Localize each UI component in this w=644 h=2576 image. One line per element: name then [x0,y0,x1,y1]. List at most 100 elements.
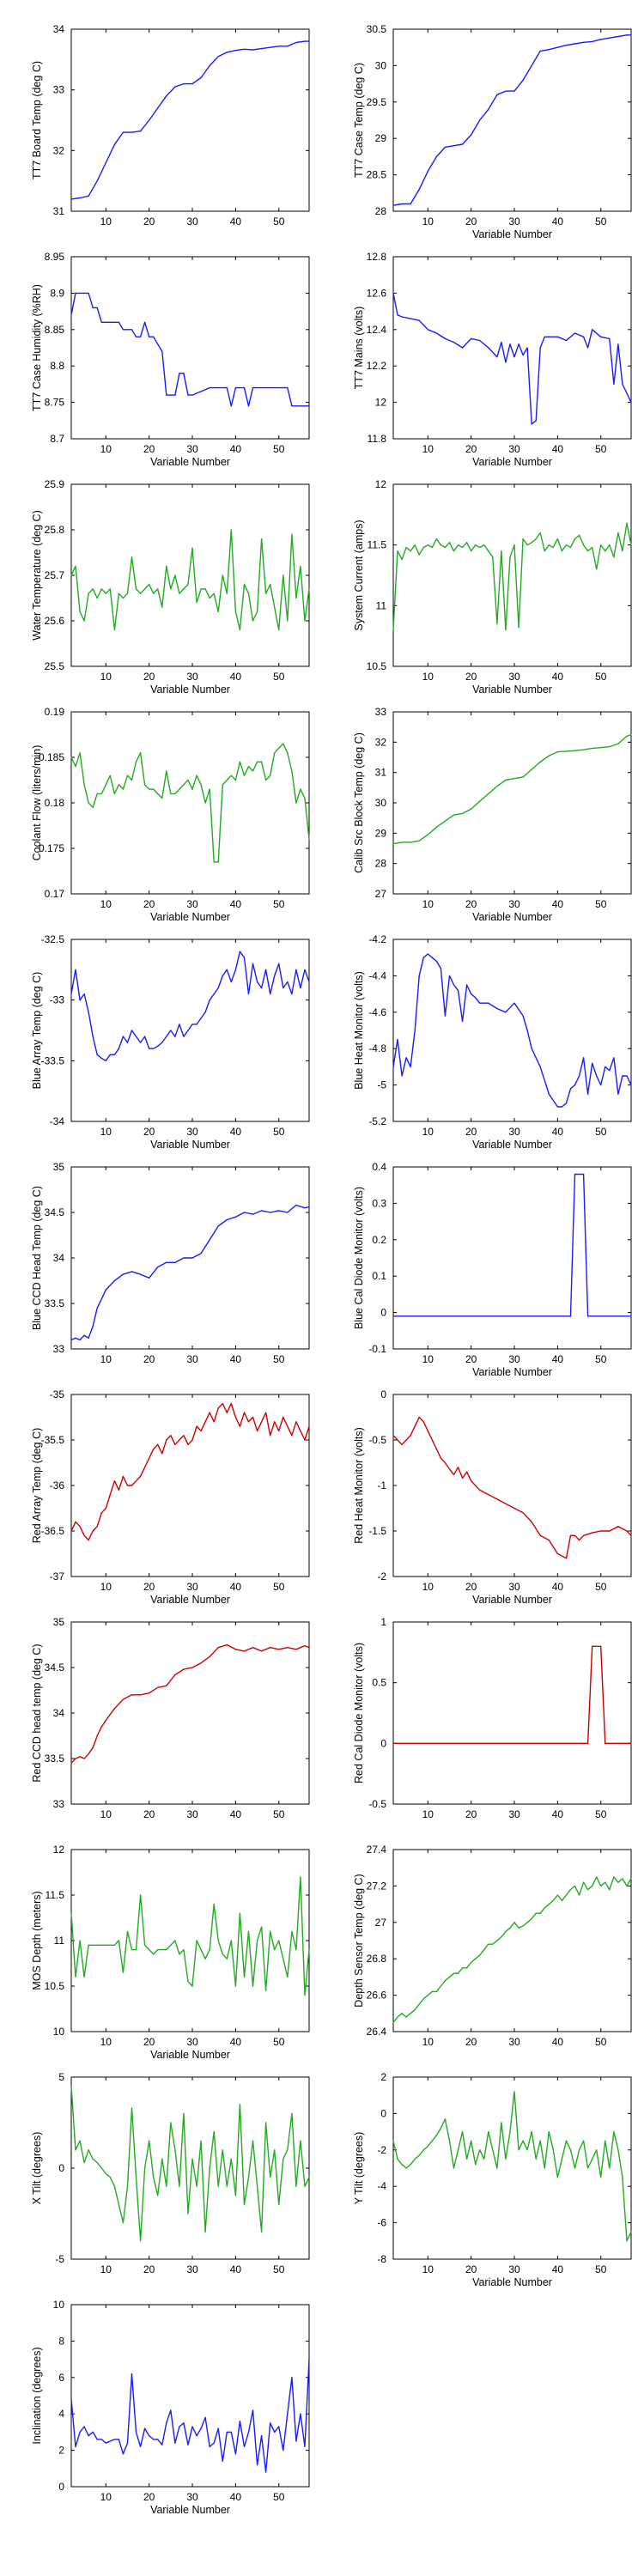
depth-sensor-temp-xtick-label: 40 [552,2036,564,2048]
y-tilt-data-point [492,2149,494,2151]
blue-heat-monitor-xtick-label: 50 [595,1126,607,1138]
blue-array-temp-data-point [213,993,215,995]
tt7-mains-data-point [410,318,411,319]
coolant-flow-xtick-label: 40 [230,898,242,910]
tt7-case-temp-data-point [565,45,568,46]
blue-array-temp-data-point [226,969,228,970]
red-heat-monitor-data-point [626,1530,628,1532]
red-array-temp-data-point [196,1425,197,1427]
coolant-flow-data-point [70,756,72,758]
water-temperature-data-point [300,565,301,567]
tt7-board-temp-svg: 10 20 30 40 50 31 32 33 34 TT7 Board Temp (deg C) [31,23,310,228]
mos-depth-data-point [191,1985,193,1987]
blue-heat-monitor-data-point [475,997,477,999]
red-cal-diode-monitor-data-point [600,1645,602,1647]
red-heat-monitor-data-point [414,1425,416,1427]
blue-heat-monitor-data-point [630,1084,632,1086]
water-temperature-data-point [222,574,223,576]
mos-depth-data-point [144,1944,146,1946]
system-current-data-point [435,538,437,540]
tt7-case-humidity-data-point [230,405,232,407]
red-heat-monitor-frame [392,1394,632,1577]
blue-ccd-head-temp-ytick-label: 35 [53,1161,65,1173]
blue-ccd-head-temp-svg: 10 20 30 40 50 33 33.5 34 34.5 35 Blue CCD Head Te… [31,1161,310,1365]
tt7-mains-data-point [574,332,576,334]
red-ccd-head-temp-data-point [100,1726,102,1728]
water-temperature-data-point [79,611,81,612]
system-current-ytick-label: 10.5 [367,660,387,672]
system-current-data-point [613,556,615,558]
mos-depth-data-point [274,1949,276,1951]
red-heat-monitor-xtick-label: 50 [595,1581,607,1593]
tt7-case-humidity-data-point [261,387,263,389]
coolant-flow-data-point [222,784,223,786]
tt7-mains-data-point [622,383,623,385]
tt7-case-humidity-xtick-label: 40 [230,443,242,455]
depth-sensor-temp-data-point [630,1878,632,1880]
blue-cal-diode-monitor-data-point [574,1173,576,1176]
tt7-board-temp-data-point [200,76,202,79]
tt7-case-humidity-data-point [191,394,193,396]
system-current-ytick-label: 12 [375,478,387,490]
coolant-flow-svg: 10 20 30 40 50 0.17 0.175 0.18 0.185 0.19 Coolant … [31,706,310,923]
blue-heat-monitor-data-point [479,1002,481,1004]
depth-sensor-temp-data-point [410,2013,411,2014]
red-array-temp-data-point [217,1407,219,1409]
coolant-flow-data-point [126,775,129,776]
tt7-board-temp-data-point [243,48,246,50]
coolant-flow-data-point [295,802,297,804]
red-ccd-head-temp-ytick-label: 33.5 [45,1753,65,1765]
blue-heat-monitor-data-point [522,1015,524,1017]
water-temperature-data-point [226,592,228,594]
red-array-temp-data-point [183,1435,185,1437]
tt7-case-temp-data-point [513,90,515,92]
blue-ccd-head-temp-xtick-label: 30 [186,1353,198,1365]
red-cal-diode-monitor-ytick-label: 0.5 [372,1677,386,1689]
inclination-data-point [265,2471,267,2473]
blue-ccd-head-temp-data-point [122,1273,125,1275]
red-ccd-head-temp-xtick-label: 10 [100,1808,112,1820]
calib-src-block-temp-data-point [479,800,481,802]
red-ccd-head-temp-data-point [92,1747,94,1748]
red-cal-diode-monitor-frame [392,1621,632,1805]
mos-depth-xtick-label: 30 [186,2036,198,2048]
y-tilt-data-point [569,2149,572,2151]
coolant-flow-data-point [113,793,115,794]
blue-array-temp-chart: 10 20 30 40 50 -34 -33.5 -33 -32.5 Blue Array Tem… [0,920,322,1151]
red-array-temp-data-point [135,1480,137,1482]
x-tilt-data-point [247,2177,250,2178]
calib-src-block-temp-ytick-label: 29 [375,827,387,839]
tt7-case-temp-ytick-label: 29 [375,132,387,144]
calib-src-block-temp-data-point [600,747,602,749]
inclination-data-point [274,2431,276,2433]
red-heat-monitor-ytick-label: 0 [380,1388,386,1400]
coolant-flow-data-point [118,784,119,786]
red-array-temp-data-point [234,1416,236,1419]
red-array-temp-data-point [96,1526,98,1528]
red-ccd-head-temp-data-point [191,1667,193,1668]
red-array-temp-data-point [118,1489,119,1491]
inclination-data-point [79,2431,81,2433]
water-temperature-frame [70,483,310,667]
red-ccd-head-temp-data-point [139,1694,142,1696]
inclination-data-point [139,2445,142,2447]
tt7-board-temp-data-point [113,143,115,145]
tt7-case-temp-ylabel: TT7 Case Temp (deg C) [353,63,365,178]
tt7-case-temp-ytick-label: 30 [375,59,387,71]
blue-heat-monitor-svg: 10 20 30 40 50 -5.2 -5 -4.8 -4.6 -4.4 -4.2 Blue Hea… [353,933,632,1151]
red-array-temp-data-point [113,1480,115,1482]
y-tilt-data-point [397,2158,398,2160]
mos-depth-data-point [126,1930,129,1932]
x-tilt-data-point [291,2112,293,2114]
red-cal-diode-monitor-xtick-label: 20 [465,1808,477,1820]
calib-src-block-temp-data-point [609,746,611,748]
red-array-temp-ytick-label: -35 [50,1388,65,1400]
tt7-case-humidity-data-point [131,329,133,331]
mos-depth-ytick-label: 10 [53,2026,65,2038]
red-array-temp-data-point [170,1435,172,1437]
red-heat-monitor-xtick-label: 20 [465,1581,477,1593]
depth-sensor-temp-data-point [526,1922,528,1923]
blue-ccd-head-temp-ytick-label: 34.5 [45,1206,65,1218]
red-ccd-head-temp-ytick-label: 35 [53,1616,65,1628]
blue-heat-monitor-xlabel: Variable Number [472,1139,552,1151]
